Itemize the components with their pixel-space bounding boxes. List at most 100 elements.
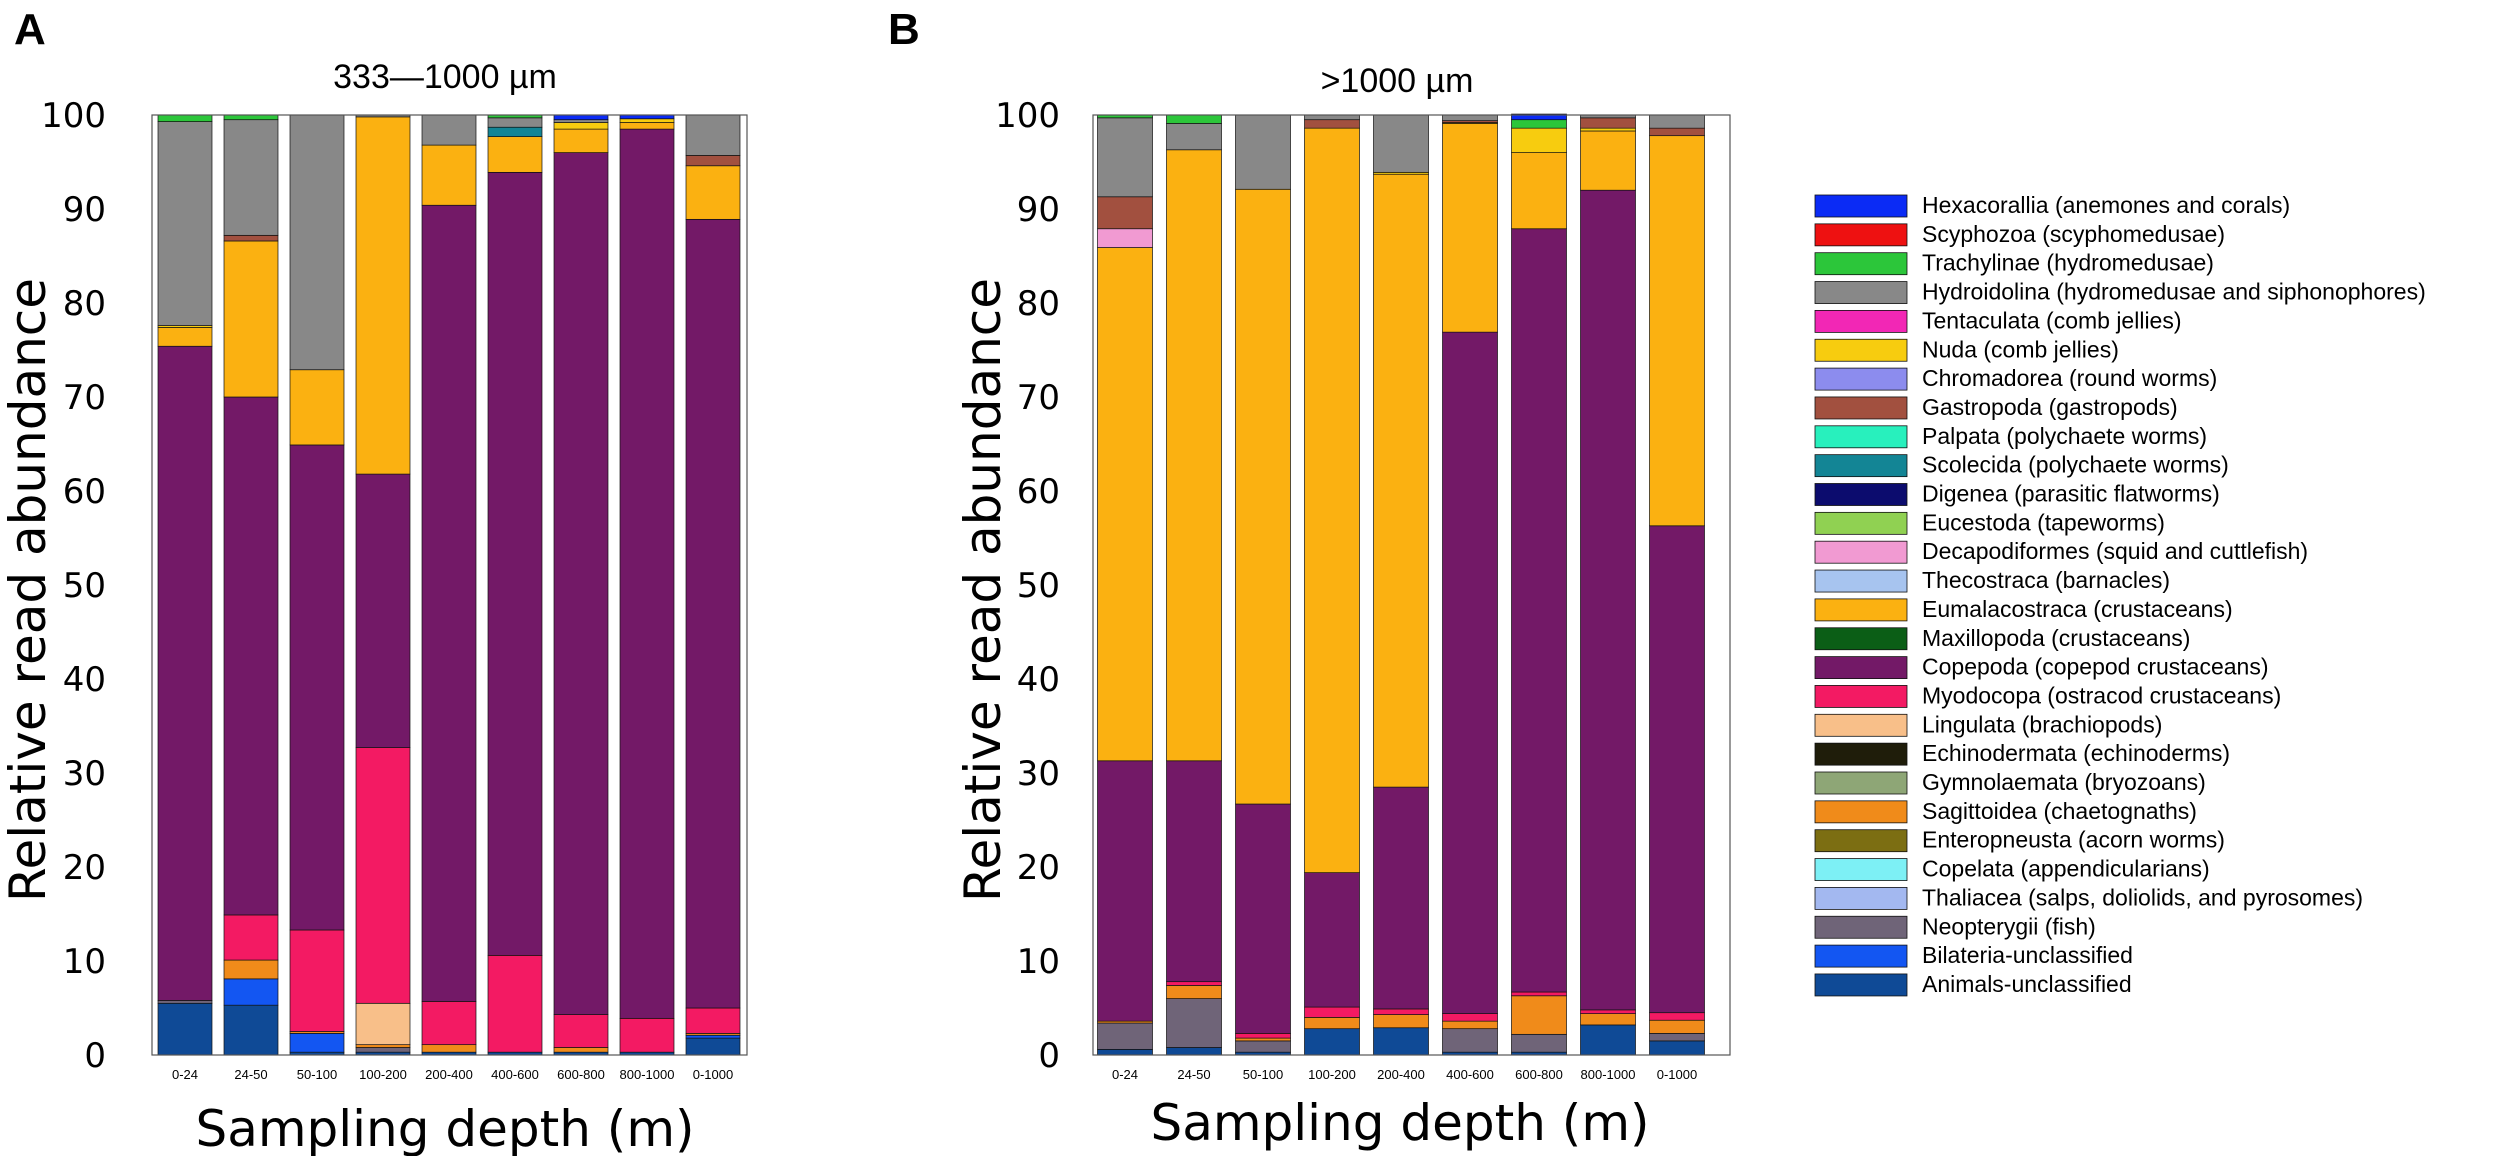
panel-b-segment-sagittoidea-chaetognaths xyxy=(1235,1037,1291,1042)
legend-swatch xyxy=(1814,944,1908,968)
legend-swatch xyxy=(1814,713,1908,737)
panel-b-bar-100-200 xyxy=(1304,114,1360,1056)
panel-a-bar-50-100 xyxy=(289,114,345,1056)
panel-b-y-tick-label: 20 xyxy=(1017,848,1060,888)
panel-b-segment-animals-unclassified xyxy=(1580,1024,1636,1056)
panel-b-segment-myodocopa-ostracod-crustaceans xyxy=(1304,1006,1360,1018)
panel-b-segment-hydroidolina-hydromedusae-and-siphonophores xyxy=(1304,114,1360,121)
panel-b-segment-copepoda-copepod-crustaceans xyxy=(1373,786,1429,1010)
panel-a-segment-animals-unclassified xyxy=(157,1002,213,1056)
panel-b-segment-trachylinae-hydromedusae xyxy=(1511,119,1567,129)
legend-item-lingulata-brachiopods: Lingulata (brachiopods) xyxy=(1814,711,2162,737)
legend-swatch xyxy=(1814,425,1908,449)
panel-a-y-tick-label: 60 xyxy=(63,472,106,512)
panel-a-segment-eumalacostraca-crustaceans xyxy=(157,327,213,347)
legend-item-eumalacostraca-crustaceans: Eumalacostraca (crustaceans) xyxy=(1814,596,2233,622)
panel-b-y-tick-label: 100 xyxy=(995,96,1060,136)
legend-item-neopterygii-fish: Neopterygii (fish) xyxy=(1814,913,2096,939)
panel-a-segment-sagittoidea-chaetognaths xyxy=(421,1044,477,1053)
legend-swatch xyxy=(1814,685,1908,708)
panel-a-segment-myodocopa-ostracod-crustaceans xyxy=(487,955,543,1053)
panel-a-segment-animals-unclassified xyxy=(685,1037,741,1056)
panel-a-segment-scolecida-polychaete-worms xyxy=(487,126,543,137)
legend-item-animals-unclassified: Animals-unclassified xyxy=(1814,971,2132,997)
legend-item-thaliacea-salps-doliolids-and-pyrosomes: Thaliacea (salps, doliolids, and pyrosom… xyxy=(1814,884,2363,910)
panel-a-segment-bilateria-unclassified xyxy=(685,1034,741,1039)
legend-item-hexacorallia-anemones-and-corals: Hexacorallia (anemones and corals) xyxy=(1814,192,2290,218)
panel-a-segment-bilateria-unclassified xyxy=(223,978,279,1006)
panel-a-y-axis-label: Relative read abundance xyxy=(0,278,57,902)
panel-a-segment-sagittoidea-chaetognaths xyxy=(355,1044,411,1048)
panel-a-segment-hydroidolina-hydromedusae-and-siphonophores xyxy=(223,119,279,236)
panel-b-segment-copepoda-copepod-crustaceans xyxy=(1580,189,1636,1011)
panel-a-letter: A xyxy=(14,5,46,54)
panel-a-y-ticks: 0 10 20 30 40 50 60 70 80 90 100 xyxy=(41,96,106,1076)
panel-b-segment-eumalacostraca-crustaceans xyxy=(1373,173,1429,788)
panel-b-segment-myodocopa-ostracod-crustaceans xyxy=(1166,981,1222,986)
legend-label: Thaliacea (salps, doliolids, and pyrosom… xyxy=(1922,884,2363,910)
panel-a-bar-0-24 xyxy=(157,114,213,1056)
legend-item-digenea-parasitic-flatworms: Digenea (parasitic flatworms) xyxy=(1814,481,2220,507)
panel-a-x-ticks: 0-24 24-50 50-100 100-200 200-400 400-600 600-… xyxy=(172,1067,733,1082)
panel-a-bar-100-200 xyxy=(355,114,411,1056)
panel-a-segment-myodocopa-ostracod-crustaceans xyxy=(619,1017,675,1053)
legend-swatch xyxy=(1814,223,1908,247)
panel-a-segment-copepoda-copepod-crustaceans xyxy=(421,204,477,1002)
legend-label: Copelata (appendicularians) xyxy=(1922,856,2210,882)
panel-b-segment-copepoda-copepod-crustaceans xyxy=(1442,331,1498,1014)
panel-b-segment-eumalacostraca-crustaceans xyxy=(1097,247,1153,762)
legend-swatch xyxy=(1814,598,1908,622)
legend-swatch xyxy=(1814,454,1908,478)
legend-item-copepoda-copepod-crustaceans: Copepoda (copepod crustaceans) xyxy=(1814,654,2269,680)
panel-a-x-tick-label: 800-1000 xyxy=(620,1067,675,1082)
panel-a-segment-copepoda-copepod-crustaceans xyxy=(553,152,609,1015)
panel-a-x-axis-label: Sampling depth (m) xyxy=(195,1100,694,1156)
legend-item-chromadorea-round-worms: Chromadorea (round worms) xyxy=(1814,365,2217,391)
panel-b-y-tick-label: 40 xyxy=(1017,660,1060,700)
legend-swatch xyxy=(1814,194,1908,218)
panel-a-segment-gastropoda-gastropods xyxy=(223,234,279,242)
legend-label: Scyphozoa (scyphomedusae) xyxy=(1922,221,2225,247)
legend-item-scyphozoa-scyphomedusae: Scyphozoa (scyphomedusae) xyxy=(1814,221,2225,247)
panel-b-segment-gastropoda-gastropods xyxy=(1304,119,1360,129)
panel-a-segment-hexacorallia-anemones-and-corals xyxy=(553,114,609,121)
legend-swatch xyxy=(1814,858,1908,881)
panel-a-segment-animals-unclassified xyxy=(223,1004,279,1056)
legend-label: Maxillopoda (crustaceans) xyxy=(1922,625,2190,651)
legend-item-thecostraca-barnacles: Thecostraca (barnacles) xyxy=(1814,567,2170,593)
panel-b-segment-sagittoidea-chaetognaths xyxy=(1304,1017,1360,1030)
panel-b-y-tick-label: 0 xyxy=(1038,1036,1060,1076)
panel-a-x-tick-label: 50-100 xyxy=(297,1067,337,1082)
panel-b-bar-0-1000 xyxy=(1649,114,1705,1056)
legend-label: Palpata (polychaete worms) xyxy=(1922,423,2207,449)
panel-b-segment-sagittoidea-chaetognaths xyxy=(1442,1020,1498,1030)
panel-b-y-axis-label: Relative read abundance xyxy=(954,278,1012,902)
legend-swatch xyxy=(1814,396,1908,420)
legend-swatch xyxy=(1814,483,1908,506)
panel-a-segment-eumalacostraca-crustaceans xyxy=(289,369,345,446)
panel-a-bar-800-1000 xyxy=(619,114,675,1056)
panel-a-segment-myodocopa-ostracod-crustaceans xyxy=(553,1014,609,1048)
legend-label: Digenea (parasitic flatworms) xyxy=(1922,481,2220,507)
legend-label: Nuda (comb jellies) xyxy=(1922,336,2119,362)
panel-a-plot-frame xyxy=(151,114,748,1056)
legend-label: Lingulata (brachiopods) xyxy=(1922,711,2162,737)
panel-b-y-tick-label: 10 xyxy=(1017,942,1060,982)
panel-a-chart: A 333—1000 µm Sampling depth (m) Relativ… xyxy=(0,5,748,1156)
panel-a-segment-copepoda-copepod-crustaceans xyxy=(619,128,675,1019)
legend-swatch xyxy=(1814,540,1908,564)
panel-a-x-tick-label: 200-400 xyxy=(425,1067,473,1082)
legend-label: Decapodiformes (squid and cuttlefish) xyxy=(1922,538,2308,564)
panel-b-letter: B xyxy=(888,5,920,54)
panel-a-y-tick-label: 90 xyxy=(63,190,106,230)
panel-a-segment-lingulata-brachiopods xyxy=(355,1002,411,1046)
legend-label: Eumalacostraca (crustaceans) xyxy=(1922,596,2233,622)
panel-b-segment-trachylinae-hydromedusae xyxy=(1166,114,1222,124)
legend-item-enteropneusta-acorn-worms: Enteropneusta (acorn worms) xyxy=(1814,827,2225,853)
legend-item-copelata-appendicularians: Copelata (appendicularians) xyxy=(1814,856,2210,882)
panel-b-segment-neopterygii-fish xyxy=(1097,1022,1153,1050)
panel-a-x-tick-label: 600-800 xyxy=(557,1067,605,1082)
panel-a-segment-nuda-comb-jellies xyxy=(619,118,675,123)
panel-a-y-tick-label: 100 xyxy=(41,96,106,136)
panel-a-segment-sagittoidea-chaetognaths xyxy=(223,959,279,980)
